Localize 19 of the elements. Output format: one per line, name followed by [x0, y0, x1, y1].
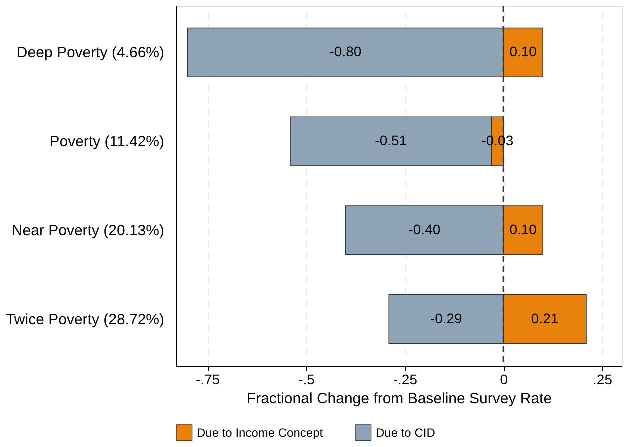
data-label: -0.80	[330, 44, 362, 60]
y-tick-label: Deep Poverty (4.66%)	[16, 44, 164, 62]
x-tick-label: -.75	[196, 372, 220, 388]
data-label: -0.29	[430, 310, 463, 326]
data-label: 0.10	[510, 221, 538, 238]
data-label: 0.21	[531, 310, 559, 326]
legend-label: Due to CID	[376, 426, 436, 440]
x-tick-label: 0	[500, 372, 508, 388]
x-tick-label: -.25	[393, 372, 418, 388]
x-axis-title: Fractional Change from Baseline Survey Rate	[246, 390, 552, 408]
x-tick-label: .25	[593, 372, 613, 388]
y-tick-label: Near Poverty (20.13%)	[12, 222, 164, 240]
data-label: -0.51	[375, 132, 408, 149]
data-label: -0.40	[408, 221, 441, 238]
legend-label: Due to Income Concept	[197, 426, 324, 440]
y-tick-label: Twice Poverty (28.72%)	[6, 311, 164, 328]
y-tick-label: Poverty (11.42%)	[50, 134, 164, 151]
x-tick-label: -.5	[298, 372, 316, 388]
data-label: 0.10	[510, 44, 538, 60]
